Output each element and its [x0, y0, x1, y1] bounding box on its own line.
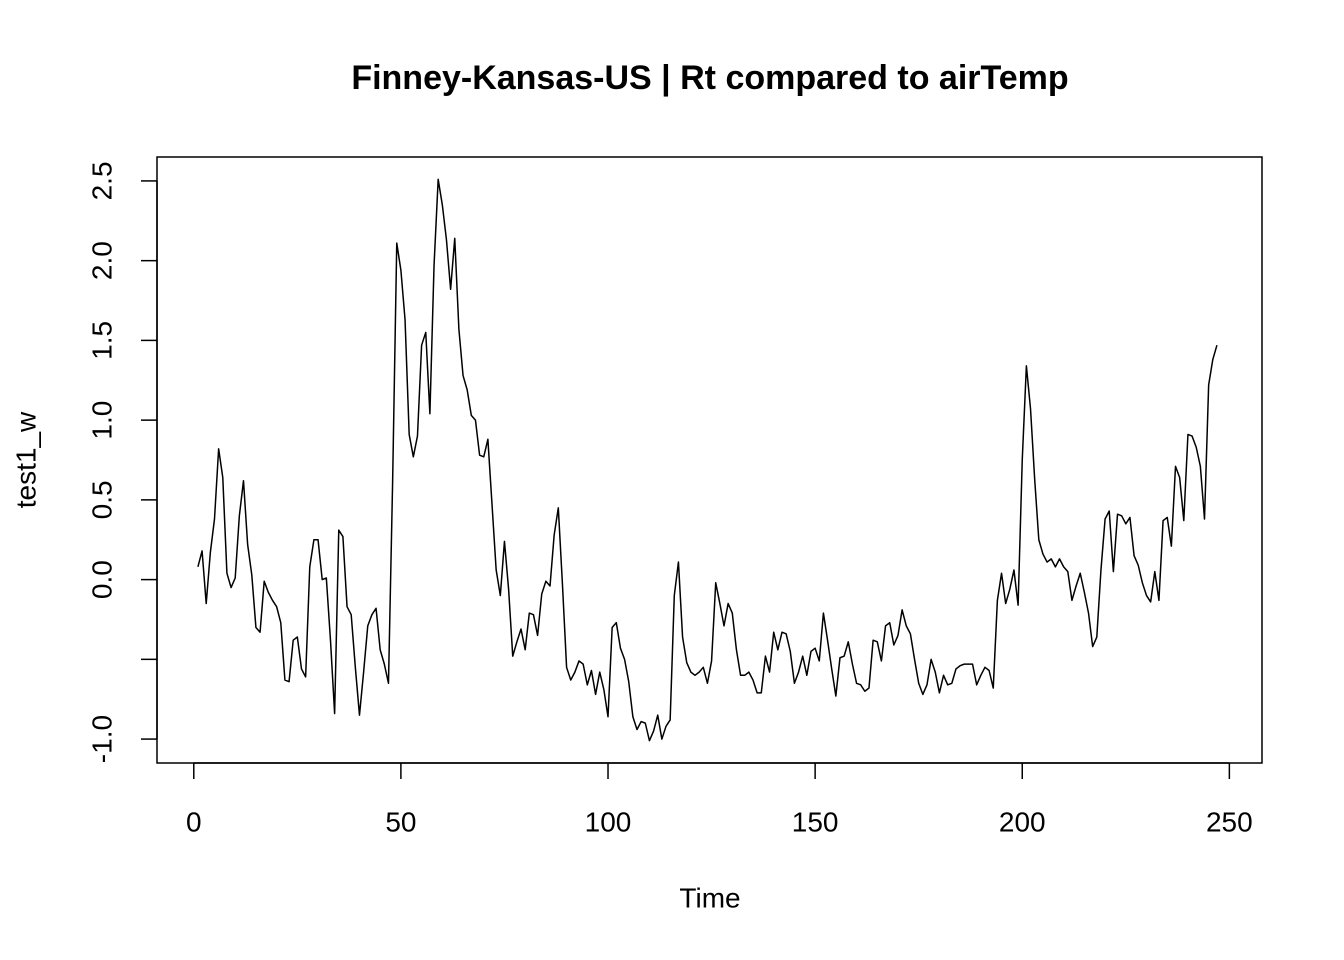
- y-tick-label: -1.0: [86, 715, 117, 763]
- x-tick-label: 200: [999, 806, 1046, 837]
- x-axis-label: Time: [679, 882, 740, 913]
- x-tick-label: 0: [186, 806, 202, 837]
- x-tick-label: 100: [585, 806, 632, 837]
- y-tick-label: 0.0: [86, 560, 117, 599]
- data-line: [197, 178, 1218, 742]
- x-tick-label: 150: [792, 806, 839, 837]
- y-tick-label: 1.5: [86, 321, 117, 360]
- y-tick-label: 2.0: [86, 241, 117, 280]
- y-tick-label: 2.5: [86, 161, 117, 200]
- x-tick-label: 250: [1206, 806, 1253, 837]
- y-tick-label: 0.5: [86, 480, 117, 519]
- y-axis-label: test1_w: [10, 411, 41, 508]
- x-tick-label: 50: [385, 806, 416, 837]
- y-tick-label: 1.0: [86, 401, 117, 440]
- chart-title: Finney-Kansas-US | Rt compared to airTem…: [351, 59, 1068, 97]
